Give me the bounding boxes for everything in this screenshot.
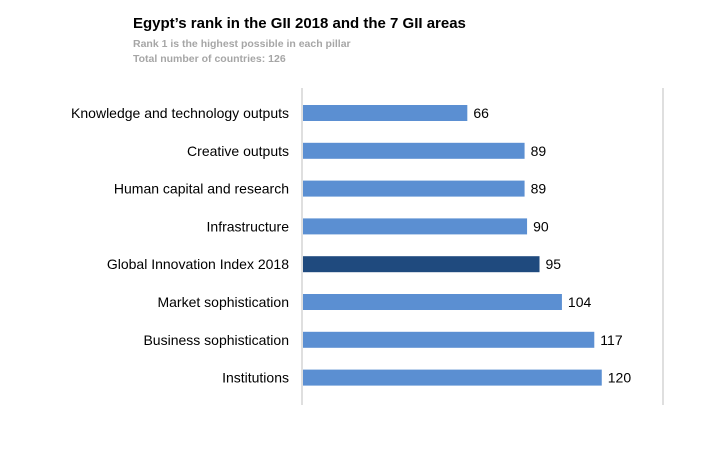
bar bbox=[303, 142, 525, 159]
data-label: 117 bbox=[600, 332, 623, 348]
bar bbox=[303, 294, 562, 310]
data-label: 95 bbox=[546, 256, 562, 272]
bar bbox=[303, 331, 595, 348]
category-label: Global Innovation Index 2018 bbox=[107, 256, 289, 272]
bar bbox=[303, 369, 602, 386]
data-label: 66 bbox=[473, 105, 489, 121]
category-label: Market sophistication bbox=[157, 294, 289, 310]
chart-title: Egypt’s rank in the GII 2018 and the 7 G… bbox=[133, 15, 466, 32]
data-label: 120 bbox=[608, 370, 632, 386]
data-label: 104 bbox=[568, 294, 592, 310]
bar bbox=[303, 105, 468, 121]
bar bbox=[303, 256, 540, 273]
bar-group: Knowledge and technology outputs 66 Creati… bbox=[71, 105, 631, 386]
chart-subtitle-total: Total number of countries: 126 bbox=[133, 53, 286, 65]
category-label: Business sophistication bbox=[143, 332, 289, 348]
category-label: Knowledge and technology outputs bbox=[71, 105, 289, 121]
bar bbox=[303, 180, 525, 197]
data-label: 90 bbox=[533, 218, 549, 234]
chart-subtitle-rank: Rank 1 is the highest possible in each p… bbox=[133, 38, 351, 50]
category-label: Creative outputs bbox=[187, 143, 289, 159]
category-label: Infrastructure bbox=[207, 218, 290, 234]
bar bbox=[303, 218, 528, 235]
category-label: Human capital and research bbox=[114, 181, 289, 197]
category-label: Institutions bbox=[222, 370, 289, 386]
data-label: 89 bbox=[531, 181, 547, 197]
data-label: 89 bbox=[531, 143, 547, 159]
